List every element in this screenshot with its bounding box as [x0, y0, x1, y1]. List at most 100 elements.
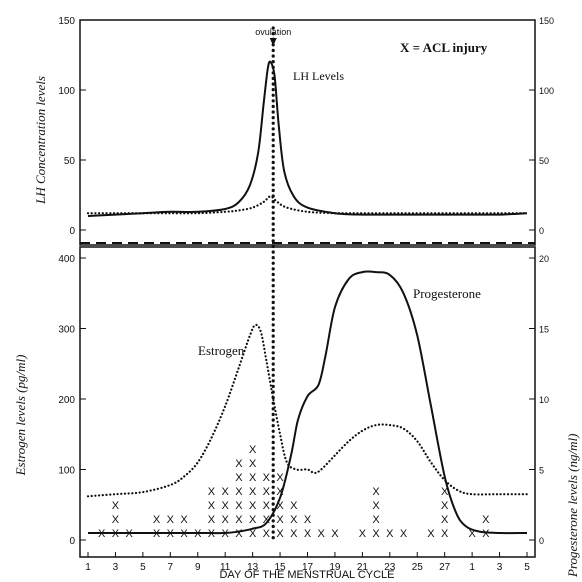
acl-injury-x: X: [153, 514, 161, 526]
x-tick-label: 7: [168, 562, 174, 573]
lh-tick-label-left: 50: [64, 156, 76, 167]
acl-injury-x: X: [276, 472, 284, 484]
lh-tick-label-left: 100: [58, 86, 75, 97]
x-tick-label: 11: [220, 562, 231, 573]
progesterone-label: Progesterone: [413, 286, 481, 301]
x-tick-label: 21: [357, 562, 369, 573]
acl-injury-x: X: [153, 528, 161, 540]
acl-injury-x: X: [222, 500, 230, 512]
x-tick-label: 19: [329, 562, 341, 573]
acl-injury-x: X: [482, 528, 490, 540]
x-tick-label: 5: [524, 562, 530, 573]
x-tick-label: 15: [275, 562, 287, 573]
x-tick-label: 1: [85, 562, 91, 573]
acl-injury-x: X: [208, 486, 216, 498]
progesterone-tick-label: 15: [539, 325, 549, 335]
acl-injury-x: X: [263, 500, 271, 512]
acl-injury-x: X: [290, 500, 298, 512]
axis-ticks: [80, 19, 535, 557]
acl-injury-x: X: [276, 514, 284, 526]
progesterone-tick-label: 20: [539, 254, 549, 264]
acl-injury-x: X: [112, 514, 120, 526]
lh-tick-label-right: 0: [539, 226, 544, 236]
acl-injury-x: X: [180, 514, 188, 526]
estrogen-tick-label: 0: [69, 536, 75, 547]
progesterone-tick-label: 5: [539, 466, 544, 476]
acl-injury-x: X: [441, 486, 449, 498]
estrogen-tick-label: 300: [58, 325, 75, 336]
acl-injury-x: X: [222, 514, 230, 526]
acl-injury-x: X: [235, 486, 243, 498]
acl-injury-x: X: [249, 500, 257, 512]
lh-levels-label: LH Levels: [293, 69, 344, 83]
lh-tick-label-right: 100: [539, 86, 554, 96]
x-tick-label: 3: [113, 562, 119, 573]
acl-injury-x: X: [372, 500, 380, 512]
acl-injury-x: X: [276, 500, 284, 512]
estrogen-line: [86, 323, 529, 498]
progesterone-line: [88, 270, 528, 535]
acl-injury-x: X: [208, 500, 216, 512]
x-tick-label: 3: [497, 562, 503, 573]
acl-injury-x: X: [400, 528, 408, 540]
acl-injury-x: X: [249, 486, 257, 498]
acl-injury-x: X: [235, 500, 243, 512]
acl-injury-x: X: [208, 528, 216, 540]
acl-injury-x: X: [125, 528, 133, 540]
acl-injury-x: X: [235, 458, 243, 470]
lh-tick-label-right: 50: [539, 156, 549, 166]
acl-injury-x: X: [372, 514, 380, 526]
lh-levels-line: [87, 60, 528, 217]
acl-injury-x: X: [386, 528, 394, 540]
lh-baseline-dotted-line: [86, 195, 529, 215]
acl-injury-x: X: [304, 514, 312, 526]
acl-injury-x: X: [167, 514, 175, 526]
acl-injury-x: X: [112, 528, 120, 540]
acl-injury-x: X: [180, 528, 188, 540]
acl-injury-x: X: [249, 458, 257, 470]
progesterone-tick-label: 10: [539, 395, 549, 405]
acl-injury-x: X: [249, 472, 257, 484]
acl-injury-x: X: [441, 528, 449, 540]
acl-injury-x: X: [372, 528, 380, 540]
x-tick-label: 25: [412, 562, 424, 573]
acl-injury-x: X: [304, 528, 312, 540]
acl-injury-x: X: [290, 514, 298, 526]
acl-injury-x: X: [441, 514, 449, 526]
progesterone-tick-label: 0: [539, 536, 544, 546]
x-tick-label: 1: [469, 562, 475, 573]
x-tick-label: 17: [302, 562, 314, 573]
acl-injury-x: X: [318, 528, 326, 540]
acl-injury-x: X: [235, 514, 243, 526]
acl-injury-x: X: [98, 528, 106, 540]
acl-injury-x: X: [235, 528, 243, 540]
acl-injury-x: X: [359, 528, 367, 540]
x-tick-label: 5: [140, 562, 146, 573]
x-tick-label: 23: [384, 562, 396, 573]
acl-injury-x: X: [167, 528, 175, 540]
acl-injury-x: X: [249, 528, 257, 540]
estrogen-label: Estrogen: [198, 343, 245, 358]
estrogen-axis-title: Estrogen levels (pg/ml): [13, 355, 28, 477]
estrogen-tick-label: 100: [58, 466, 75, 477]
top-panel-frame: [79, 19, 536, 246]
acl-injury-x: X: [482, 514, 490, 526]
progesterone-axis-title: Progesterone levels (ng/ml): [565, 434, 580, 578]
acl-injury-x: X: [249, 444, 257, 456]
acl-injury-x: X: [372, 486, 380, 498]
acl-injury-x: X: [276, 528, 284, 540]
acl-injury-x: X: [263, 528, 271, 540]
x-tick-label: 13: [247, 562, 259, 573]
x-tick-label: 9: [195, 562, 201, 573]
acl-injury-x: X: [468, 528, 476, 540]
acl-injury-x: X: [441, 500, 449, 512]
acl-injury-x: X: [112, 500, 120, 512]
acl-injury-legend: X = ACL injury: [400, 40, 488, 55]
acl-injury-x: X: [331, 528, 339, 540]
lh-axis-title: LH Concentration levels: [33, 76, 48, 205]
ovulation-label: ovulation: [255, 27, 291, 37]
ovulation-arrow-icon: [269, 38, 277, 46]
estrogen-tick-label: 400: [58, 254, 75, 265]
